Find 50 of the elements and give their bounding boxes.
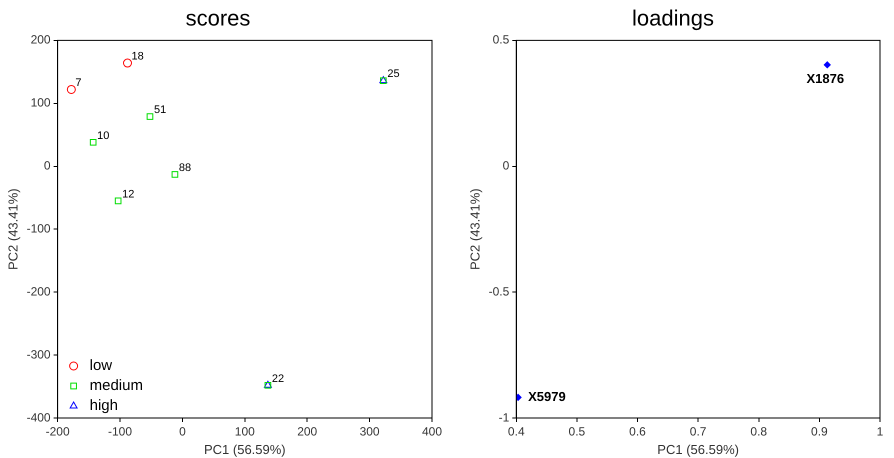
point [114, 198, 122, 204]
point [123, 58, 132, 68]
x-tick-label: 0.5 [568, 424, 586, 439]
annotation: 10 [97, 130, 110, 142]
legend-label: low [90, 357, 112, 374]
annotation: 25 [387, 68, 400, 80]
y-tick-label: -100 [26, 222, 51, 236]
x-tick-label: 300 [360, 424, 380, 439]
x-tick-label: 1 [876, 424, 884, 439]
point [146, 113, 154, 120]
annotation: X5979 [528, 388, 566, 404]
y-tick-label: -1 [498, 410, 510, 424]
y-tick-label: 0.5 [492, 32, 510, 47]
annotation: 22 [272, 372, 284, 385]
point [66, 84, 76, 94]
x-axis-title: PC1 (56.59%) [204, 442, 286, 457]
y-tick-label: -300 [26, 347, 51, 362]
y-tick-label: -200 [26, 284, 51, 298]
x-tick-label: 0.8 [750, 424, 768, 439]
x-tick-label: 0 [179, 424, 186, 439]
chart-title: loadings [632, 5, 714, 30]
x-axis-title: PC1 (56.59%) [657, 442, 739, 457]
annotation: 51 [154, 104, 166, 116]
y-tick-label: 0 [44, 158, 51, 173]
point [90, 139, 97, 146]
y-tick-label: 100 [30, 96, 51, 110]
x-tick-label: 0.7 [690, 424, 707, 439]
x-tick-label: 0.9 [811, 424, 828, 439]
y-tick-label: 0 [502, 158, 510, 173]
x-tick-label: 400 [422, 424, 442, 439]
y-axis-title: PC2 (43.41%) [5, 188, 20, 270]
x-tick-label: 100 [234, 424, 256, 439]
annotation: X1876 [806, 70, 844, 86]
annotation: 7 [75, 77, 82, 90]
x-tick-label: -200 [46, 424, 70, 439]
y-axis-title: PC2 (43.41%) [467, 188, 482, 270]
annotation: 88 [178, 162, 192, 174]
y-tick-label: -400 [26, 410, 51, 424]
x-tick-label: 0.4 [508, 424, 525, 439]
y-tick-label: 200 [30, 32, 51, 47]
point [172, 171, 178, 178]
annotation: 18 [132, 50, 144, 63]
legend-label: medium [90, 377, 143, 394]
x-tick-label: -100 [108, 424, 132, 439]
chart-title: scores [186, 5, 250, 30]
x-tick-label: 200 [297, 424, 318, 439]
y-tick-label: -0.5 [488, 284, 510, 298]
legend-label: high [90, 397, 118, 414]
annotation: 12 [122, 188, 134, 200]
x-tick-label: 0.6 [629, 424, 646, 439]
